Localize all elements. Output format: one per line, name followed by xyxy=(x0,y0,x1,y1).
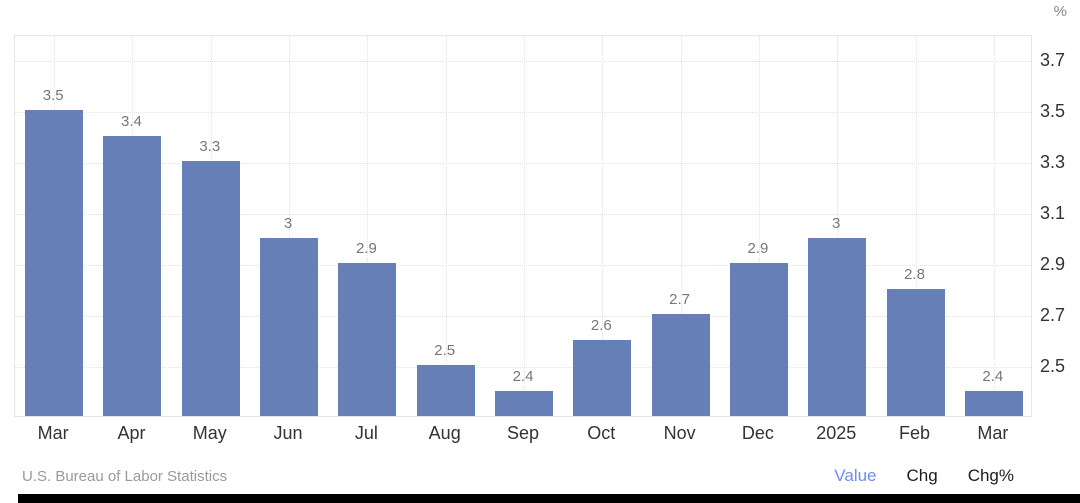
data-label: 2.4 xyxy=(982,367,1004,385)
vertical-gridline xyxy=(758,36,760,416)
horizontal-gridline xyxy=(15,214,1031,216)
x-axis-label: Apr xyxy=(117,423,146,443)
plot-area xyxy=(14,35,1032,417)
vertical-gridline xyxy=(680,36,682,416)
horizontal-gridline xyxy=(15,316,1031,318)
data-label: 3 xyxy=(832,214,841,232)
y-axis-label: 3.1 xyxy=(1040,203,1066,224)
x-axis-label: Sep xyxy=(506,423,540,443)
data-label: 3.4 xyxy=(121,112,142,130)
horizontal-gridline xyxy=(15,61,1031,63)
value-link[interactable]: Value xyxy=(834,466,877,485)
data-label: 2.9 xyxy=(747,240,769,258)
y-axis-label: 3.3 xyxy=(1040,152,1066,173)
data-label: 3 xyxy=(283,214,293,232)
y-axis-label: 2.7 xyxy=(1040,305,1066,326)
bar-mar[interactable] xyxy=(964,390,1023,416)
vertical-gridline xyxy=(289,36,291,416)
x-axis-label: Oct xyxy=(587,423,616,443)
bar-mar[interactable] xyxy=(25,110,84,416)
horizontal-gridline xyxy=(15,367,1031,369)
data-label: 3.5 xyxy=(42,87,64,105)
data-label: 3.3 xyxy=(199,138,221,156)
vertical-gridline xyxy=(993,36,995,416)
bar-oct[interactable] xyxy=(573,339,632,416)
bar-may[interactable] xyxy=(181,161,240,416)
source-attribution: U.S. Bureau of Labor Statistics xyxy=(22,468,228,485)
chgpct-link[interactable]: Chg% xyxy=(967,466,1014,485)
y-axis-label: 3.5 xyxy=(1040,101,1066,122)
y-axis-label: 2.9 xyxy=(1040,254,1066,275)
bar-jun[interactable] xyxy=(260,237,319,416)
horizontal-gridline xyxy=(15,112,1031,114)
data-label: 2.8 xyxy=(904,265,925,283)
bar-sep[interactable] xyxy=(495,390,553,416)
bar-nov[interactable] xyxy=(651,314,710,416)
bar-apr[interactable] xyxy=(103,135,162,416)
bar-dec[interactable] xyxy=(729,263,788,416)
vertical-gridline xyxy=(837,36,839,416)
bar-feb[interactable] xyxy=(886,288,945,416)
x-axis-label: May xyxy=(192,423,227,443)
vertical-gridline xyxy=(524,36,525,416)
x-axis-label: Dec xyxy=(741,423,774,443)
vertical-gridline xyxy=(445,36,447,416)
bar-2025[interactable] xyxy=(808,237,867,416)
footer-links: Value Chg Chg% xyxy=(834,466,1014,486)
bar-jul[interactable] xyxy=(338,263,397,416)
x-axis-label: Nov xyxy=(663,423,696,443)
chg-link[interactable]: Chg xyxy=(906,466,938,485)
data-label: 2.9 xyxy=(355,240,377,258)
y-axis-label: 2.5 xyxy=(1040,356,1066,377)
x-axis-label: Mar xyxy=(977,423,1009,443)
vertical-gridline xyxy=(915,36,917,416)
bar-aug[interactable] xyxy=(416,365,475,416)
vertical-gridline xyxy=(602,36,604,416)
data-label: 2.7 xyxy=(669,291,691,309)
data-label: 2.5 xyxy=(434,342,456,360)
vertical-gridline xyxy=(367,36,369,416)
x-axis-label: Mar xyxy=(37,423,69,443)
x-axis-label: Feb xyxy=(899,423,931,443)
x-axis-label: Aug xyxy=(428,423,461,443)
horizontal-gridline xyxy=(15,163,1031,165)
x-axis-label: Jul xyxy=(354,423,378,443)
y-axis-label: 3.7 xyxy=(1040,50,1066,71)
data-label: 2.4 xyxy=(512,367,534,385)
y-axis-unit-label: % xyxy=(1053,3,1067,20)
x-axis-label: Jun xyxy=(273,423,303,443)
x-axis-label: 2025 xyxy=(816,423,857,443)
data-label: 2.6 xyxy=(590,316,612,334)
horizontal-gridline xyxy=(15,265,1031,267)
bottom-black-bar xyxy=(18,494,1080,503)
